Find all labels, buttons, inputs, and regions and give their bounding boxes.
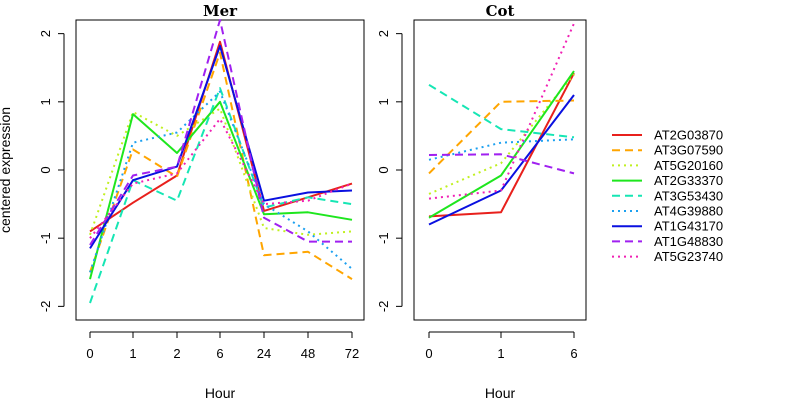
y-tick-label-0-2: 0 <box>38 166 53 173</box>
chart-title-0: Mer <box>203 2 238 20</box>
x-tick-label-1-0: 0 <box>425 346 432 361</box>
series-line-0-at1g43170 <box>89 44 353 249</box>
series-line-1-at3g53430 <box>428 83 575 139</box>
y-axis-label-0: centered expression <box>0 107 13 233</box>
x-tick-label-0-6: 72 <box>345 346 359 361</box>
legend-label-at5g23740: AT5G23740 <box>654 249 723 264</box>
x-tick-label-0-2: 2 <box>173 346 180 361</box>
series-line-0-at2g03870 <box>89 40 353 233</box>
y-tick-label-1-1: -1 <box>376 232 391 244</box>
series-line-0-at4g39880 <box>89 90 353 273</box>
x-axis-label-1: Hour <box>485 385 516 400</box>
y-tick-label-0-4: 2 <box>38 30 53 37</box>
x-tick-label-0-4: 24 <box>257 346 271 361</box>
y-tick-label-1-3: 1 <box>376 98 391 105</box>
legend-label-at2g33370: AT2G33370 <box>654 173 723 188</box>
chart-title-1: Cot <box>486 2 515 20</box>
legend-label-at5g20160: AT5G20160 <box>654 158 723 173</box>
y-tick-label-1-0: -2 <box>376 301 391 313</box>
legend-label-at2g03870: AT2G03870 <box>654 128 723 143</box>
series-line-1-at5g20160 <box>428 73 575 195</box>
y-tick-label-0-3: 1 <box>38 98 53 105</box>
x-tick-label-1-1: 1 <box>497 346 504 361</box>
x-tick-label-0-3: 6 <box>216 346 223 361</box>
x-tick-label-0-5: 48 <box>301 346 315 361</box>
series-line-1-at2g33370 <box>428 70 575 219</box>
y-tick-label-0-0: -2 <box>38 301 53 313</box>
series-line-0-at1g48830 <box>89 19 352 246</box>
series-line-0-at5g23740 <box>89 117 353 239</box>
y-tick-label-0-1: -1 <box>38 232 53 244</box>
x-tick-label-0-1: 1 <box>129 346 136 361</box>
x-tick-label-1-2: 6 <box>570 346 577 361</box>
plot-frame-1 <box>413 19 587 321</box>
series-line-1-at4g39880 <box>428 138 575 161</box>
series-line-0-at2g33370 <box>89 100 353 280</box>
y-tick-label-1-4: 2 <box>376 30 391 37</box>
legend-label-at3g07590: AT3G07590 <box>654 143 723 158</box>
x-axis-label-0: Hour <box>205 385 236 400</box>
series-line-1-at2g03870 <box>428 72 575 218</box>
x-tick-label-0-0: 0 <box>86 346 93 361</box>
series-line-1-at5g23740 <box>428 22 575 200</box>
legend-label-at3g53430: AT3G53430 <box>654 188 723 203</box>
y-tick-label-1-2: 0 <box>376 166 391 173</box>
series-line-1-at1g48830 <box>428 153 575 175</box>
series-line-1-at3g07590 <box>428 99 575 175</box>
legend-label-at1g43170: AT1G43170 <box>654 219 723 234</box>
series-line-0-at5g20160 <box>89 107 353 236</box>
legend-label-at4g39880: AT4G39880 <box>654 204 723 219</box>
series-line-0-at3g07590 <box>89 51 353 280</box>
legend-label-at1g48830: AT1G48830 <box>654 234 723 249</box>
